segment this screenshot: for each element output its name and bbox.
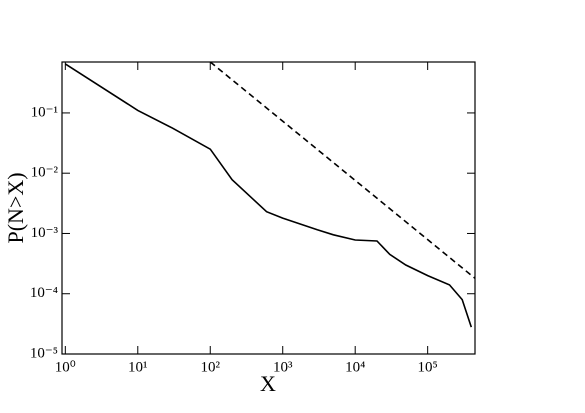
y-tick-label: 10⁻⁴ <box>30 285 58 301</box>
x-tick-label: 10¹ <box>128 359 148 375</box>
x-tick-label: 10² <box>201 359 221 375</box>
x-tick-label: 10⁵ <box>418 359 438 375</box>
dashed-line <box>209 62 475 279</box>
plot-frame <box>61 61 476 355</box>
y-tick-label: 10⁻⁵ <box>30 345 58 361</box>
y-axis-title: P(N>X) <box>3 172 28 243</box>
y-tick-label: 10⁻² <box>31 165 59 181</box>
data-line <box>64 63 473 328</box>
x-axis-title: X <box>260 371 276 396</box>
y-tick-label: 10⁻³ <box>31 225 59 241</box>
x-tick-label: 10⁰ <box>55 359 76 375</box>
y-tick-label: 10⁻¹ <box>31 104 58 120</box>
x-tick-label: 10³ <box>273 359 293 375</box>
x-tick-label: 10⁴ <box>345 359 365 375</box>
